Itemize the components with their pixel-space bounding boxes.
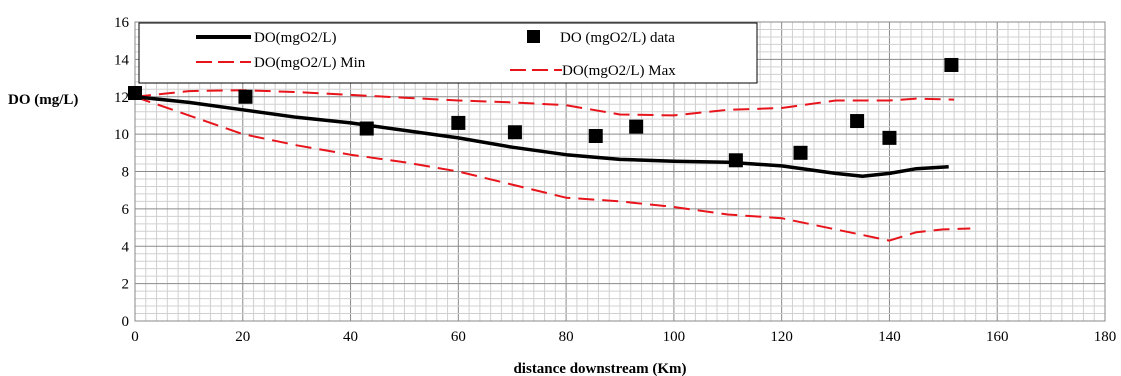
data-point [507,125,522,140]
y-tick-label: 8 [122,165,130,181]
y-tick-labels: 0 2 4 6 8 10 12 14 16 [114,15,130,330]
series-layer [128,57,971,242]
series-line-2 [134,95,971,242]
series-line-3 [134,89,955,117]
series-line-0 [134,95,949,178]
y-tick-label: 12 [114,90,129,106]
y-tick-label: 0 [122,314,130,330]
y-tick-label: 4 [122,239,130,255]
x-tick-label: 40 [343,329,358,345]
legend-swatch-do-data [527,30,540,43]
x-tick-label: 100 [663,329,686,345]
data-point [944,57,959,72]
data-point [128,86,142,101]
legend-label-do-data: DO (mgO2/L) data [560,30,675,46]
y-tick-label: 2 [122,277,130,293]
x-tick-label: 160 [986,329,1009,345]
y-tick-label: 6 [122,202,130,218]
plot-frame [134,21,1106,322]
y-tick-label: 16 [114,15,130,31]
legend: DO(mgO2/L) DO (mgO2/L) data DO(mgO2/L) M… [138,22,758,84]
x-tick-label: 180 [1094,329,1117,345]
legend-label-do-max: DO(mgO2/L) Max [562,63,676,79]
y-axis-title: DO (mg/L) [8,92,78,108]
x-tick-label: 0 [131,329,139,345]
legend-label-do: DO(mgO2/L) [254,30,337,46]
data-point [588,128,603,143]
x-tick-label: 20 [235,329,250,345]
y-tick-label: 14 [114,52,130,68]
x-axis-title: distance downstream (Km) [513,361,686,376]
y-tick-label: 10 [114,127,129,143]
data-point [728,153,743,168]
data-point [850,114,865,129]
x-tick-labels: 0 20 40 60 80 100 120 140 160 180 [131,329,1116,345]
data-point [451,115,466,130]
data-point [238,89,253,104]
x-tick-label: 80 [559,329,574,345]
data-point [629,119,644,134]
data-point [882,130,897,145]
x-tick-label: 120 [770,329,793,345]
x-tick-label: 60 [451,329,466,345]
data-point [359,121,374,136]
data-point [793,145,808,160]
legend-label-do-min: DO(mgO2/L) Min [254,55,366,71]
x-tick-label: 140 [878,329,901,345]
legend-box [138,22,758,84]
